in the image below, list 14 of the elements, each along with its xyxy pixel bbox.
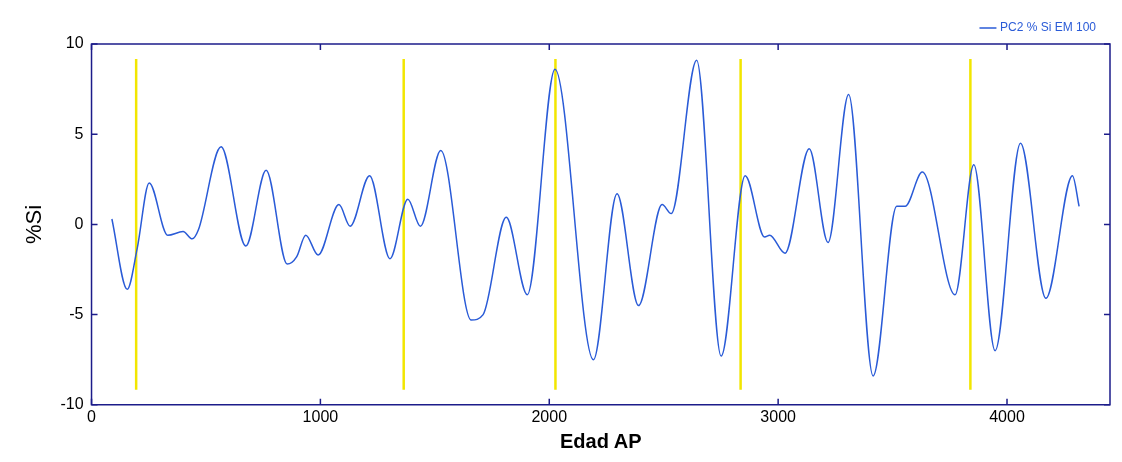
x-tick-label: 0 bbox=[87, 407, 97, 425]
x-tick-label: 2000 bbox=[531, 407, 568, 425]
x-axis-title: Edad AP bbox=[560, 429, 642, 452]
x-tick-label: 3000 bbox=[760, 407, 797, 425]
y-axis-title: %Si bbox=[21, 204, 47, 244]
y-tick-label: 10 bbox=[65, 34, 84, 52]
x-tick-label: 1000 bbox=[302, 407, 339, 425]
y-tick-label: -10 bbox=[60, 395, 84, 413]
x-tick-label: 4000 bbox=[989, 407, 1025, 425]
y-tick-label: 0 bbox=[74, 214, 84, 232]
y-tick-label: 5 bbox=[74, 124, 84, 142]
y-tick-label: -5 bbox=[69, 305, 84, 323]
line-series bbox=[111, 59, 1080, 377]
legend-label: PC2 % Si EM 100 bbox=[999, 20, 1097, 35]
